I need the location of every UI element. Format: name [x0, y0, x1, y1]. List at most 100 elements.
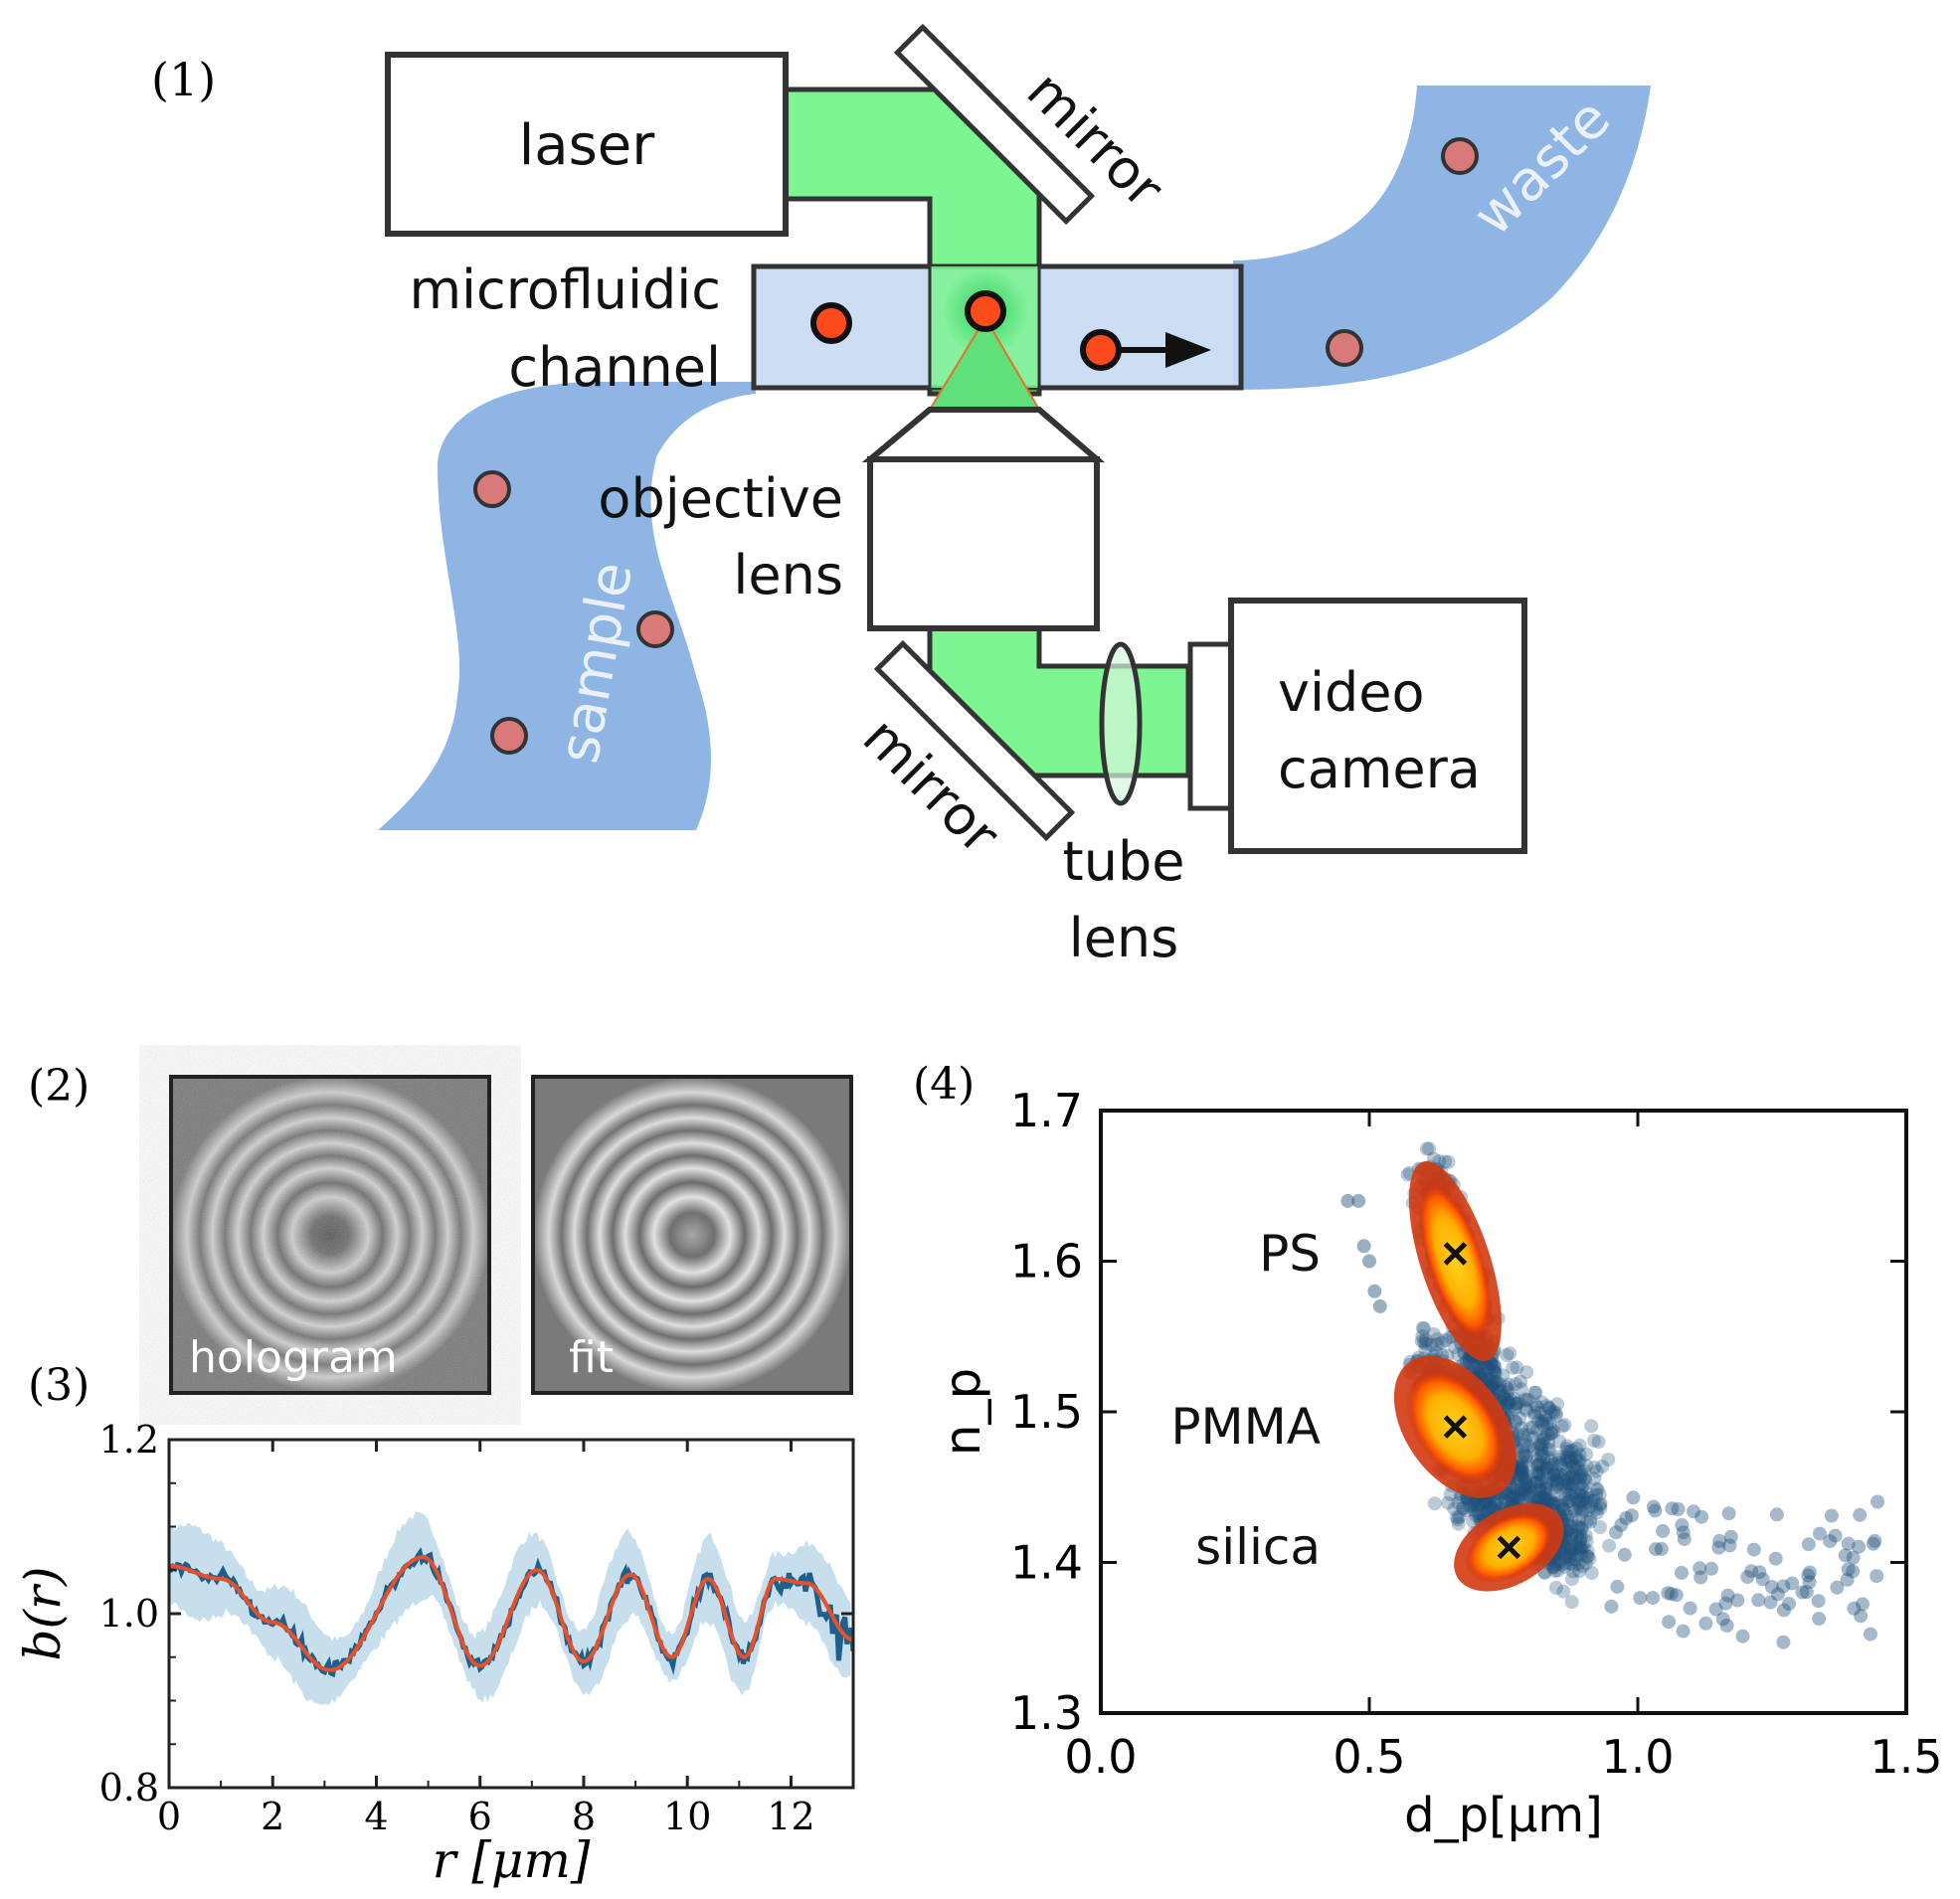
scatter-point — [1561, 1476, 1576, 1491]
scatter-point — [1468, 1361, 1483, 1376]
x-tick-label: 1.5 — [1870, 1730, 1942, 1784]
scatter-point — [1744, 1564, 1759, 1579]
scatter-point — [1871, 1494, 1885, 1509]
scatter-point — [1563, 1542, 1578, 1557]
scatter-point — [1675, 1565, 1689, 1580]
scatter-point — [1752, 1565, 1767, 1580]
scatter-point — [1593, 1496, 1608, 1511]
scatter-point — [1532, 1437, 1547, 1452]
scatter-point — [1548, 1556, 1563, 1571]
scatter-point — [1560, 1523, 1575, 1538]
scatter-point — [1470, 1359, 1485, 1374]
scatter-point — [1414, 1333, 1429, 1348]
scatter-point — [1535, 1432, 1550, 1447]
scatter-point — [1799, 1585, 1814, 1600]
scatter-point — [1561, 1470, 1576, 1485]
cluster-center-marker — [1497, 1535, 1521, 1560]
scatter-point — [1563, 1479, 1578, 1494]
scatter-point — [1545, 1473, 1560, 1488]
scatter-point — [1544, 1460, 1559, 1474]
scatter-point — [1509, 1491, 1523, 1505]
scatter-point — [1516, 1486, 1531, 1501]
scatter-point — [1698, 1616, 1713, 1631]
scatter-point — [1562, 1493, 1576, 1508]
scatter-point — [1589, 1487, 1603, 1502]
scatter-point — [1573, 1465, 1588, 1479]
scatter-point — [1539, 1399, 1554, 1413]
scatter-point — [1419, 1333, 1433, 1347]
scatter-point — [1565, 1531, 1580, 1546]
cluster-label-pmma: PMMA — [1170, 1398, 1321, 1456]
scatter-point — [1776, 1603, 1791, 1618]
scatter-point — [1567, 1471, 1582, 1486]
scatter-point — [1535, 1437, 1550, 1452]
scatter-point — [1510, 1360, 1524, 1375]
scatter-point — [1462, 1355, 1477, 1370]
scatter-point — [1562, 1445, 1577, 1460]
scatter-point — [1823, 1534, 1838, 1549]
scatter-point — [1539, 1476, 1554, 1491]
scatter-point — [1496, 1388, 1511, 1403]
scatter-point — [1555, 1498, 1570, 1512]
scatter-point — [1569, 1450, 1584, 1465]
scatter-point — [1482, 1373, 1497, 1388]
scatter-point — [1515, 1441, 1530, 1456]
scatter-point — [1769, 1507, 1784, 1522]
scatter-point — [1538, 1462, 1553, 1476]
scatter-point — [1532, 1456, 1547, 1470]
y-axis-label: b(r) — [14, 1567, 72, 1661]
scatter-point — [1614, 1517, 1629, 1532]
scatter-point — [1568, 1484, 1583, 1499]
scatter-point — [1494, 1495, 1509, 1510]
scatter-point — [1579, 1485, 1594, 1500]
scatter-point — [1563, 1545, 1577, 1560]
scatter-point — [1573, 1494, 1588, 1509]
series-fit-line — [169, 1555, 853, 1672]
scatter-point — [1768, 1551, 1783, 1566]
scatter-point — [1564, 1519, 1579, 1534]
scatter-point — [1543, 1492, 1558, 1507]
scatter-point — [1577, 1471, 1592, 1485]
scatter-point — [1554, 1419, 1569, 1434]
scatter-point — [1571, 1518, 1586, 1533]
scatter-point — [1460, 1503, 1475, 1518]
scatter-point — [1580, 1549, 1595, 1564]
scatter-point — [1572, 1469, 1587, 1484]
scatter-point — [1507, 1391, 1521, 1406]
scatter-point — [1564, 1469, 1579, 1484]
scatter-point — [1493, 1383, 1508, 1397]
scatter-point — [1443, 1487, 1458, 1502]
scatter-point — [1451, 1347, 1466, 1362]
scatter-point — [1529, 1466, 1544, 1480]
scatter-point — [1516, 1472, 1531, 1487]
scatter-point — [1512, 1471, 1526, 1486]
cluster-label-ps: PS — [1259, 1225, 1321, 1283]
scatter-point — [1486, 1363, 1501, 1378]
scatter-point — [1400, 1167, 1415, 1182]
scatter-point — [1471, 1498, 1485, 1513]
scatter-point — [1569, 1528, 1584, 1543]
scatter-point — [1624, 1508, 1639, 1523]
scatter-point — [1566, 1558, 1581, 1573]
scatter-point — [1704, 1561, 1718, 1576]
scatter-point — [1441, 1495, 1456, 1510]
scatter-point — [1546, 1558, 1561, 1573]
scatter-point — [1522, 1421, 1537, 1436]
y-tick-label: 0.8 — [99, 1766, 159, 1810]
scatter-point — [1488, 1375, 1503, 1390]
scatter-point — [1517, 1482, 1532, 1496]
y-axis-label: n_p — [934, 1368, 991, 1456]
scatter-point — [1498, 1492, 1513, 1507]
camera-label-line2: camera — [1278, 738, 1481, 800]
scatter-point — [1417, 1321, 1431, 1336]
scatter-point — [1473, 1496, 1488, 1511]
scatter-point — [1508, 1414, 1522, 1429]
scatter-point — [1514, 1382, 1528, 1397]
scatter-point — [1552, 1450, 1567, 1465]
scatter-point — [1526, 1475, 1541, 1490]
scatter-point — [1537, 1413, 1552, 1427]
scatter-point — [1547, 1496, 1562, 1511]
scatter-point — [1527, 1409, 1542, 1424]
y-tick-label: 1.7 — [1010, 1084, 1083, 1137]
scatter-point — [1509, 1415, 1523, 1430]
